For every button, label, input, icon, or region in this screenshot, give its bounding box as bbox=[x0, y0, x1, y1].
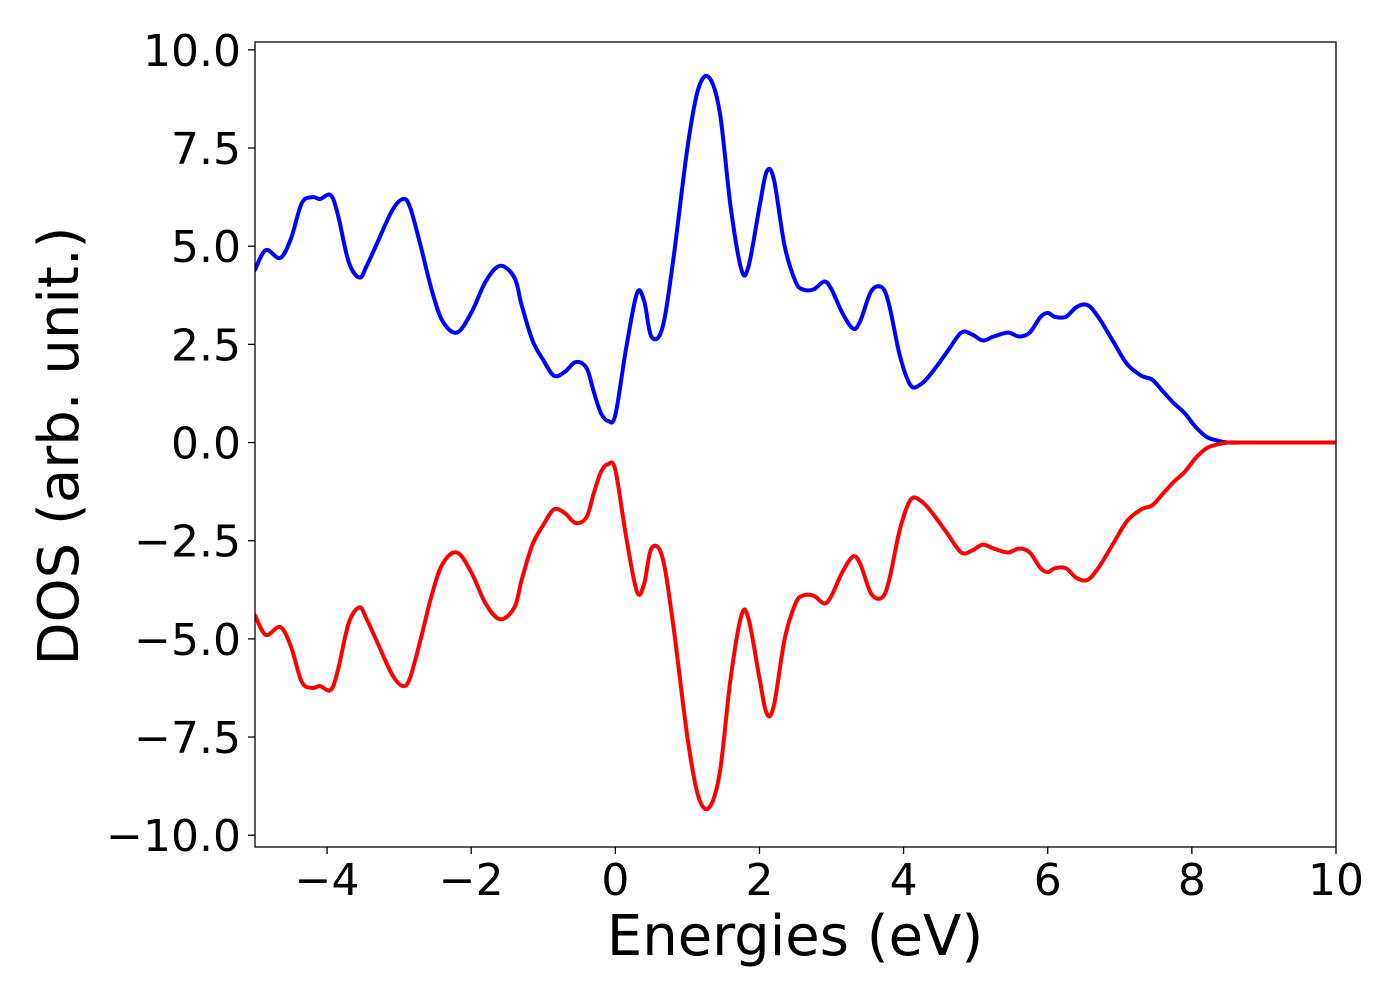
plot-frame bbox=[254, 41, 1337, 848]
x-tick-label: 10 bbox=[1308, 855, 1364, 906]
series-line-1 bbox=[255, 73, 1336, 445]
x-tick-label: 2 bbox=[745, 855, 773, 906]
plot-background bbox=[255, 42, 1336, 847]
y-tick-label: 0.0 bbox=[171, 419, 241, 470]
series-layer bbox=[255, 73, 1336, 812]
y-axis-label: DOS (arb. unit.) bbox=[27, 226, 92, 665]
y-tick-label: −5.0 bbox=[134, 615, 241, 666]
x-tick-label: −4 bbox=[295, 855, 360, 906]
series-line-2 bbox=[255, 440, 1336, 812]
x-tick-label: 8 bbox=[1178, 855, 1206, 906]
y-tick-label: 10.0 bbox=[143, 26, 241, 77]
y-tick-label: −2.5 bbox=[134, 517, 241, 568]
x-tick-label: 6 bbox=[1034, 855, 1062, 906]
x-axis-ticks: −4 −2 0 2 4 6 8 10 bbox=[295, 847, 1364, 906]
x-axis-label: Energies (eV) bbox=[607, 904, 983, 969]
y-tick-label: 2.5 bbox=[171, 320, 241, 371]
y-tick-label: −7.5 bbox=[134, 713, 241, 764]
x-tick-label: −2 bbox=[439, 855, 504, 906]
y-tick-label: 7.5 bbox=[171, 124, 241, 175]
x-tick-label: 0 bbox=[601, 855, 629, 906]
x-tick-label: 4 bbox=[890, 855, 918, 906]
y-axis-ticks: 10.0 7.5 5.0 2.5 0.0 −2.5 −5.0 −7.5 −10.0 bbox=[106, 26, 255, 862]
y-tick-label: 5.0 bbox=[171, 222, 241, 273]
y-tick-label: −10.0 bbox=[106, 811, 241, 862]
